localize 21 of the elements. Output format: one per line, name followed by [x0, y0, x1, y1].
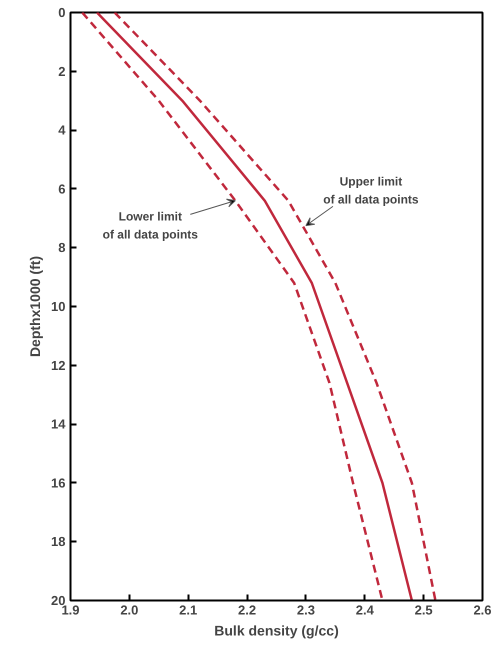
annotation: Upper limit of all data points [323, 174, 419, 207]
y-tick-label: 2 [58, 64, 66, 79]
y-tick-label: 12 [51, 358, 66, 373]
annotation: Lower limit of all data points [102, 210, 198, 242]
y-tick-label: 16 [51, 475, 66, 490]
y-tick-label: 8 [58, 240, 66, 256]
y-axis-title: Depthx1000 (ft) [27, 256, 44, 358]
y-tick-label: 4 [58, 122, 66, 138]
y-tick-label: 0 [58, 5, 66, 20]
y-tick-label: 10 [51, 299, 66, 314]
x-tick-label: 2.6 [473, 602, 492, 618]
x-axis-title: Bulk density (g/cc) [214, 622, 339, 638]
y-tick-label: 6 [58, 181, 66, 196]
x-tick-label: 2.2 [238, 602, 256, 618]
x-tick-label: 2.4 [356, 602, 375, 618]
x-tick-label: 2.5 [414, 602, 433, 618]
x-tick-label: 2.3 [296, 602, 315, 618]
x-tick-label: 2.0 [120, 602, 138, 618]
y-tick-label: 14 [51, 416, 66, 432]
y-tick-label: 18 [51, 534, 66, 550]
x-tick-label: 2.1 [179, 602, 198, 618]
